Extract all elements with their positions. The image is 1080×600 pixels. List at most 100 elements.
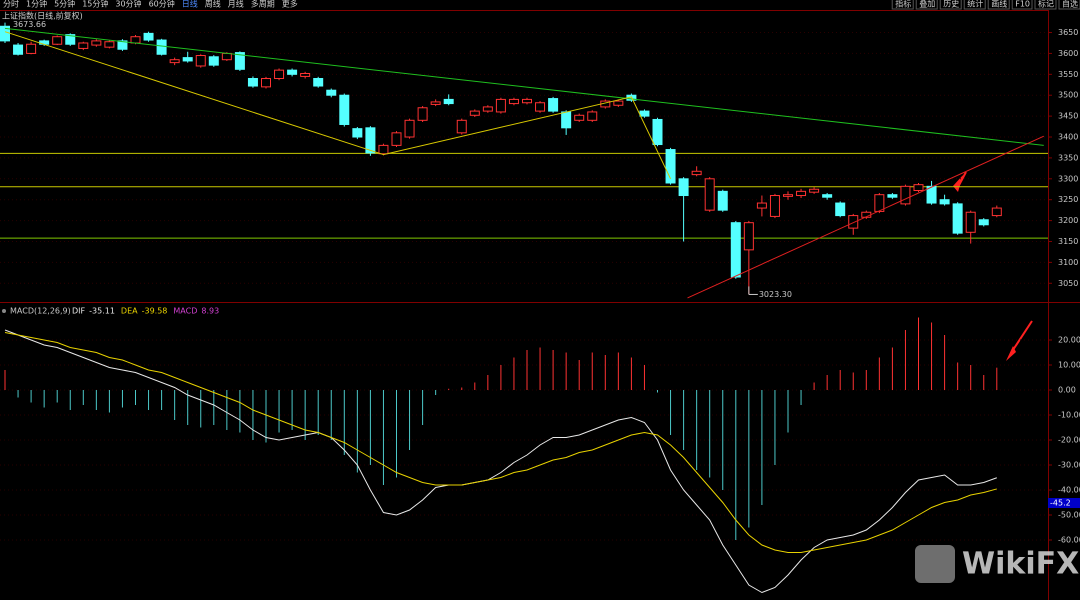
toolbar-button[interactable]: 自选 [1062, 0, 1078, 9]
candle-body [991, 207, 1002, 217]
candle-body [678, 178, 689, 197]
candle-body [548, 98, 559, 112]
candle-body [874, 194, 885, 212]
trend-line [4, 27, 1044, 146]
red-arrow [1010, 320, 1033, 354]
candle-body [378, 144, 389, 155]
toolbar-tab[interactable]: 多周期 [251, 0, 275, 9]
candle-body [769, 195, 780, 217]
toolbar-button-border [915, 0, 938, 10]
toolbar-button[interactable]: 统计 [967, 0, 983, 9]
candle-body [743, 222, 754, 251]
candle-body [156, 39, 167, 55]
candle-body [939, 199, 950, 205]
toolbar-button-border [891, 0, 914, 10]
candle-body [287, 69, 298, 75]
y-tick-label: -10.00 [1058, 411, 1080, 420]
candle-body [482, 106, 493, 112]
price-annotation: 3023.30 [759, 290, 792, 299]
candle-body [717, 190, 728, 211]
toolbar-button[interactable]: 历史 [943, 0, 959, 9]
candle-body [783, 194, 793, 197]
candle-body [796, 190, 807, 197]
candle-body [652, 118, 663, 146]
candle-body [300, 72, 311, 77]
candle-body [756, 202, 767, 209]
toolbar-tab[interactable]: 月线 [228, 0, 244, 9]
legend-value: -35.11 [89, 307, 115, 316]
toolbar-tab[interactable]: 更多 [282, 0, 298, 9]
candle-body [352, 128, 363, 138]
toolbar-button[interactable]: F10 [1015, 0, 1030, 9]
candle-body [274, 69, 285, 80]
marker-label: -45.2 [1050, 499, 1071, 508]
toolbar-button[interactable]: 标记 [1038, 0, 1054, 9]
y-tick-label: 3650 [1058, 28, 1078, 37]
y-tick-label: -30.00 [1058, 461, 1080, 470]
toolbar-tab[interactable]: 1分钟 [26, 0, 47, 9]
candle-body [417, 107, 428, 121]
toolbar-tab[interactable]: 分时 [3, 0, 19, 9]
y-tick-label: -60.00 [1058, 536, 1080, 545]
candle-body [195, 55, 206, 67]
legend-value: 8.93 [201, 307, 219, 316]
marker-box [1048, 498, 1080, 508]
macd-title: MACD(12,26,9) [10, 307, 71, 316]
toolbar-tab[interactable]: 周线 [205, 0, 221, 9]
candle-body [365, 127, 376, 154]
toolbar-button[interactable]: 画线 [991, 0, 1007, 9]
candle-body [456, 119, 467, 134]
candle-body [887, 194, 898, 198]
toolbar-tab[interactable]: 60分钟 [149, 0, 175, 9]
candle-body [117, 40, 128, 50]
candle-body [91, 40, 102, 46]
candle-body [613, 100, 624, 106]
candle-body [430, 101, 441, 105]
trend-line [4, 31, 672, 180]
candle-body [704, 178, 715, 211]
y-tick-label: 3050 [1058, 279, 1078, 288]
y-tick-label: 3250 [1058, 195, 1078, 204]
legend-value: -39.58 [142, 307, 168, 316]
candle-body [952, 203, 963, 234]
macd-line [4, 329, 997, 594]
toolbar-button-border [963, 0, 986, 10]
y-tick-label: 3350 [1058, 153, 1078, 162]
red-arrow [956, 171, 967, 190]
y-tick-label: 20.00 [1058, 336, 1080, 345]
legend-name: DIF [72, 307, 86, 316]
candle-body [900, 185, 911, 205]
toolbar-tab[interactable]: 15分钟 [82, 0, 108, 9]
candle-body [326, 89, 337, 96]
candle-body [848, 215, 859, 229]
macd-line [4, 332, 997, 553]
candle-body [13, 44, 24, 55]
toolbar-button-border [1034, 0, 1057, 10]
candle-body [574, 114, 585, 121]
candle-body [469, 110, 480, 116]
candle-body [665, 149, 676, 184]
panel-icon [2, 309, 6, 313]
y-tick-label: 3300 [1058, 174, 1078, 183]
candle-body [730, 222, 741, 278]
candle-body [926, 185, 937, 204]
candle-body [143, 32, 154, 41]
toolbar-tab[interactable]: 日线 [182, 0, 198, 9]
watermark: WikiFX [962, 547, 1079, 582]
candle-body [443, 98, 454, 105]
toolbar-button[interactable]: 指标 [895, 0, 911, 9]
y-tick-label: 3500 [1058, 91, 1078, 100]
y-tick-label: 0.00 [1058, 386, 1076, 395]
toolbar-button[interactable]: 叠加 [919, 0, 935, 9]
candle-body [78, 42, 89, 49]
candle-body [809, 188, 820, 193]
toolbar-tab[interactable]: 5分钟 [54, 0, 75, 9]
candle-body [587, 111, 598, 121]
toolbar-tab[interactable]: 30分钟 [115, 0, 141, 9]
candle-body [221, 52, 232, 61]
toolbar-button-border [939, 0, 962, 10]
candle-body [391, 132, 402, 146]
y-tick-label: -20.00 [1058, 436, 1080, 445]
